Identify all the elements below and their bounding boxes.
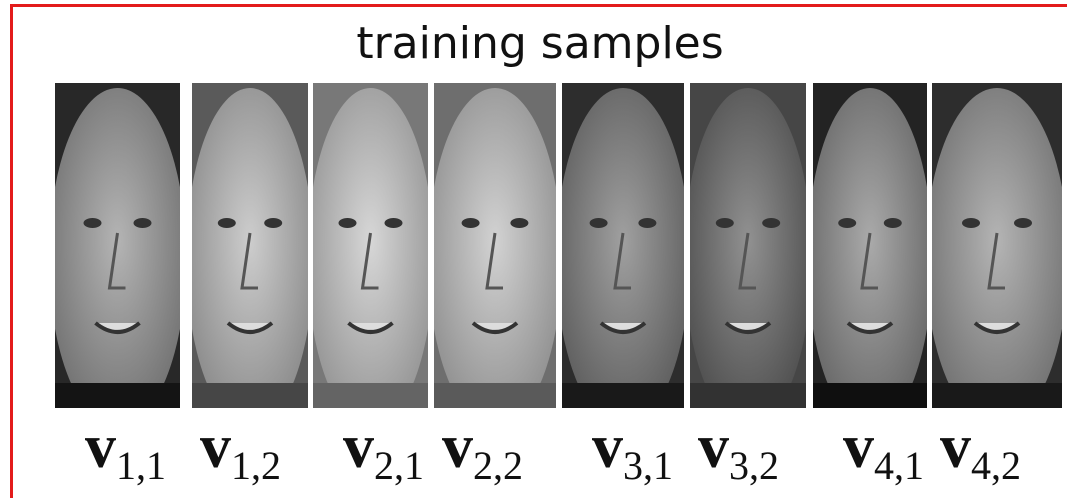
- eye: [217, 218, 236, 228]
- collar: [192, 383, 308, 408]
- face: [932, 88, 1062, 408]
- label-subscript: 3,1: [623, 443, 673, 488]
- label-symbol: v: [200, 413, 231, 481]
- face: [192, 88, 308, 408]
- eye: [1014, 218, 1032, 228]
- face-drawing: [55, 88, 180, 408]
- label-subscript: 4,2: [971, 443, 1021, 488]
- mouth: [724, 321, 772, 334]
- label-symbol: v: [343, 413, 374, 481]
- collar: [313, 383, 428, 408]
- label-subscript: 4,1: [874, 443, 924, 488]
- sample-label: v2,1: [343, 412, 424, 488]
- eye: [510, 218, 529, 228]
- face-image: [434, 83, 556, 408]
- eye: [461, 218, 480, 228]
- collar: [932, 383, 1062, 408]
- eye: [883, 218, 902, 228]
- face-image: [562, 83, 684, 408]
- label-subscript: 2,2: [473, 443, 523, 488]
- sample-label: v3,2: [698, 412, 779, 488]
- eye: [384, 218, 403, 228]
- mouth: [973, 321, 1021, 334]
- face-image: [192, 83, 308, 408]
- sample-label: v4,2: [940, 412, 1021, 488]
- mouth: [347, 321, 394, 334]
- nose: [987, 232, 1005, 290]
- eye: [589, 218, 608, 228]
- face-drawing: [690, 88, 806, 408]
- sample-label: v1,2: [200, 412, 281, 488]
- face-image: [55, 83, 180, 408]
- nose: [485, 232, 503, 290]
- face: [813, 88, 927, 408]
- sample-label: v1,1: [85, 412, 166, 488]
- nose: [107, 232, 126, 290]
- face: [434, 88, 556, 408]
- eye: [962, 218, 980, 228]
- nose: [240, 232, 258, 290]
- label-subscript: 2,1: [374, 443, 424, 488]
- face-drawing: [192, 88, 308, 408]
- label-symbol: v: [843, 413, 874, 481]
- collar: [434, 383, 556, 408]
- mouth: [226, 321, 274, 334]
- face: [562, 88, 684, 408]
- face-image: [932, 83, 1062, 408]
- sample-label: v2,2: [442, 412, 523, 488]
- figure-title: training samples: [356, 18, 724, 69]
- collar: [562, 383, 684, 408]
- face-image: [313, 83, 428, 408]
- face-image: [813, 83, 927, 408]
- face-drawing: [434, 88, 556, 408]
- label-subscript: 1,1: [116, 443, 166, 488]
- eye: [133, 218, 152, 228]
- eye: [638, 218, 657, 228]
- label-symbol: v: [698, 413, 729, 481]
- face: [55, 88, 180, 408]
- face: [313, 88, 428, 408]
- mouth: [94, 321, 141, 334]
- eye: [264, 218, 283, 228]
- sample-label: v4,1: [843, 412, 924, 488]
- eye: [338, 218, 357, 228]
- face-drawing: [813, 88, 927, 408]
- collar: [813, 383, 927, 408]
- label-symbol: v: [442, 413, 473, 481]
- collar: [690, 383, 806, 408]
- nose: [738, 232, 756, 290]
- frame-border: [10, 4, 1067, 7]
- eye: [715, 218, 734, 228]
- nose: [360, 232, 379, 290]
- label-symbol: v: [85, 413, 116, 481]
- face: [690, 88, 806, 408]
- eye: [83, 218, 102, 228]
- nose: [613, 232, 631, 290]
- face-drawing: [313, 88, 428, 408]
- mouth: [846, 321, 894, 334]
- face-image: [690, 83, 806, 408]
- eye: [762, 218, 781, 228]
- label-symbol: v: [940, 413, 971, 481]
- label-subscript: 3,2: [729, 443, 779, 488]
- sample-label: v3,1: [592, 412, 673, 488]
- mouth: [471, 321, 519, 334]
- frame-border: [10, 4, 13, 498]
- label-symbol: v: [592, 413, 623, 481]
- collar: [55, 383, 180, 408]
- face-drawing: [932, 88, 1062, 408]
- mouth: [599, 321, 647, 334]
- label-subscript: 1,2: [231, 443, 281, 488]
- face-drawing: [562, 88, 684, 408]
- nose: [860, 232, 878, 290]
- eye: [838, 218, 857, 228]
